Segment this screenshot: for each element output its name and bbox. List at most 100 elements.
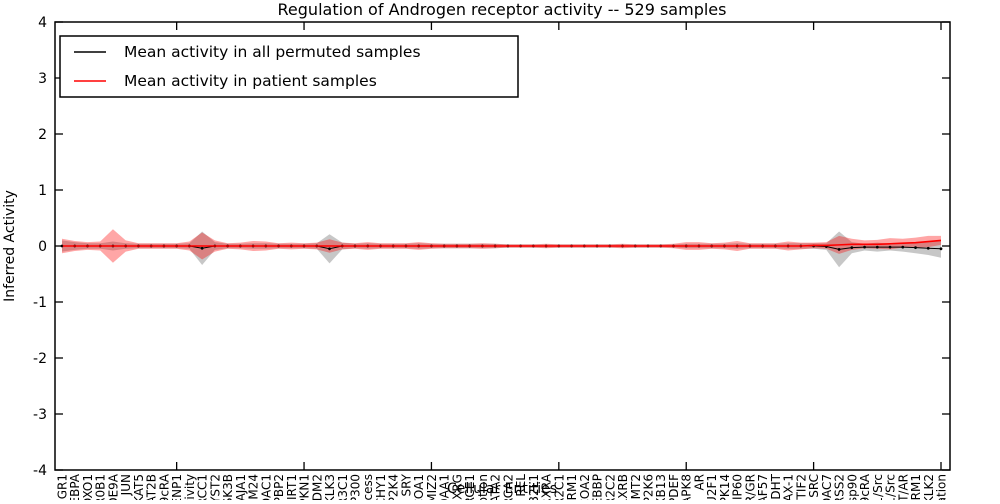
- x-category-label: SPDEF: [667, 474, 681, 500]
- y-tick-label: 4: [38, 15, 47, 31]
- x-category-label: JUN: [119, 474, 133, 496]
- x-category-label: NR2C1: [552, 474, 566, 500]
- x-category-label: AR: [692, 474, 706, 491]
- x-category-label: DNAJA1: [234, 474, 248, 500]
- x-category-label: EGR1: [56, 474, 70, 500]
- x-category-label: TRIM24: [247, 474, 261, 500]
- legend-label-patient: Mean activity in patient samples: [124, 72, 377, 90]
- y-tick-label: -4: [33, 463, 47, 479]
- x-category-label: T-DHT/AR/DAX-1: [782, 474, 796, 500]
- x-category-label: PKN1: [298, 474, 312, 500]
- x-category-label: SENP1: [170, 474, 184, 500]
- permuted-mean-marker: [837, 247, 841, 251]
- x-category-label: MAP2K6: [642, 474, 656, 500]
- x-category-label: NR2C2: [603, 474, 617, 500]
- y-tick-label: 3: [38, 71, 47, 87]
- x-category-label: EP300: [349, 474, 363, 500]
- x-category-label: CARM1: [565, 474, 579, 500]
- patient-mean-line: [62, 239, 942, 247]
- x-category-label: KAT2B: [145, 474, 159, 500]
- x-category-label: SMARCA2: [501, 474, 515, 500]
- x-category-label: T-DHT/AR/RACK1/Src: [871, 474, 885, 500]
- x-category-label: proteasomal ubiquitin-dependent protein …: [361, 474, 375, 500]
- x-category-label: POU2F1: [705, 474, 719, 500]
- permuted-mean-marker: [328, 247, 331, 251]
- x-category-label: MDM2: [310, 474, 324, 500]
- x-category-label: GATA2: [489, 474, 503, 500]
- y-tick-label: 0: [38, 239, 47, 255]
- x-category-label: TMPRSS2: [833, 474, 847, 500]
- x-category-label: NCOA2: [578, 474, 592, 500]
- y-tick-label: -1: [33, 295, 47, 311]
- x-category-label: KLK2: [922, 474, 936, 500]
- x-category-label: T-DHT/AR: [896, 474, 910, 500]
- x-category-label: CREBBP: [591, 474, 605, 500]
- x-category-label: mol:9cRA: [157, 473, 171, 500]
- y-tick-label: 2: [38, 127, 47, 143]
- x-category-label: FOXO1: [81, 474, 95, 500]
- x-category-label: AR/GR: [743, 474, 757, 500]
- x-category-label: MAPK14: [718, 474, 732, 500]
- x-category-label: ZMIZ2: [425, 474, 439, 500]
- x-category-label: SMARCC1: [196, 474, 210, 500]
- permuted-mean-marker: [939, 247, 943, 251]
- x-category-label: mol:T-DHT: [769, 473, 783, 500]
- y-axis-label: Inferred Activity: [2, 190, 18, 302]
- y-tick-label: 1: [38, 183, 47, 199]
- x-category-label: NR0B1: [94, 474, 108, 500]
- permuted-mean-marker: [875, 245, 879, 249]
- axes-frame: [54, 21, 951, 471]
- x-category-label: PDE9A: [106, 473, 120, 500]
- x-category-labels: EGR1CEBPAFOXO1NR0B1PDE9AJUNKAT5KAT2Bmol:…: [56, 473, 949, 504]
- x-category-label: BRM/BAF57: [756, 474, 770, 500]
- x-category-label: KLK3: [323, 474, 337, 500]
- x-category-label: CEBPA: [68, 473, 82, 500]
- x-category-label: epidermal growth factor receptor activit…: [183, 474, 197, 500]
- y-tick-label: -3: [33, 407, 47, 423]
- x-category-label: RXRG: [450, 474, 464, 500]
- y-tick-labels: -4 -3 -2 -1 0 1 2 3 4: [33, 15, 47, 479]
- permuted-mean-marker: [888, 245, 892, 249]
- permuted-mean-marker: [901, 245, 905, 249]
- x-category-label: SRY: [399, 473, 413, 496]
- permuted-mean-marker: [850, 246, 854, 250]
- x-category-label: MYST2: [208, 474, 222, 500]
- x-category-label: EHMT2: [629, 474, 643, 500]
- legend: Mean activity in all permuted samples Me…: [59, 35, 519, 98]
- x-category-label: HDAC7: [820, 474, 834, 500]
- x-category-label: positive regulation of transcription: [476, 474, 490, 500]
- x-category-label: NCOA1: [412, 474, 426, 500]
- x-category-label: RCHY1: [374, 474, 388, 500]
- permuted-mean-marker: [926, 246, 930, 250]
- x-category-label: T-DHT/AR/Hsp90: [845, 474, 859, 500]
- x-category-label: GSK3B: [221, 474, 235, 500]
- x-category-label: HDAC1: [259, 474, 273, 500]
- permuted-mean-marker: [200, 246, 204, 250]
- chart-title: Regulation of Androgen receptor activity…: [278, 0, 727, 19]
- x-category-label: SRC: [807, 474, 821, 498]
- x-category-label: T-DHT/AR/TIP60: [731, 474, 745, 500]
- x-category-label: GNB2L1: [527, 474, 541, 500]
- x-category-label: SIRT1: [285, 474, 299, 500]
- permuted-mean-marker: [914, 246, 917, 250]
- permuted-mean-marker: [863, 245, 866, 249]
- y-tick-label: -2: [33, 351, 47, 367]
- x-category-label: MAPK8: [680, 474, 694, 500]
- x-category-label: RXRA: [540, 473, 554, 500]
- series-lines: [60, 239, 943, 251]
- x-category-label: AR/RACK1/Src: [884, 474, 898, 500]
- x-category-label: HSP90AA1: [438, 474, 452, 500]
- x-category-label: T-DHT/AR/TIF2/CARM1: [909, 474, 923, 500]
- x-category-label: KAT5: [132, 474, 146, 500]
- x-category-label: MAP2K4: [387, 474, 401, 500]
- x-category-label: RXRs/9cRA: [858, 473, 872, 500]
- x-category-label: RXRB: [616, 474, 630, 500]
- x-category-label: NR3C1: [336, 474, 350, 500]
- x-axis-label: Cellular Entities: [447, 481, 557, 497]
- x-category-label: HOXB13: [654, 474, 668, 500]
- x-category-label: APPBP2: [272, 474, 286, 500]
- x-category-label: REL: [514, 474, 528, 497]
- x-category-label: SMARCE1: [463, 474, 477, 500]
